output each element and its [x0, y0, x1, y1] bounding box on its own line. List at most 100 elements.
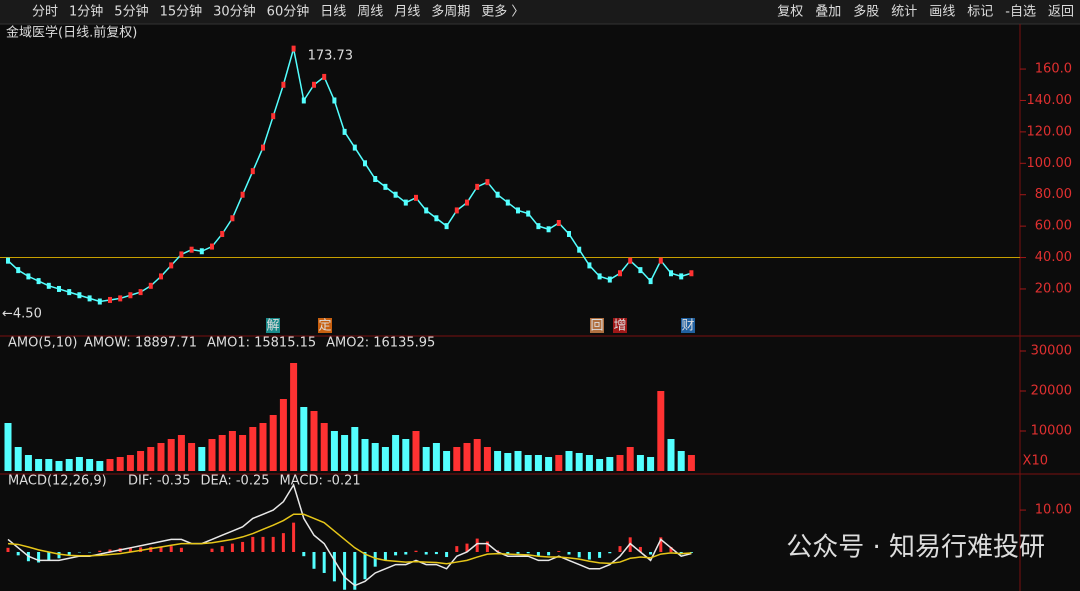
volume-bar — [65, 459, 73, 471]
macd-bar — [128, 547, 132, 552]
volume-bar — [555, 455, 563, 471]
toolbar-button[interactable]: 多股 — [853, 4, 879, 20]
candle — [281, 81, 286, 88]
macd-bar — [587, 552, 591, 560]
watermark: 公众号 · 知易行难投研 — [786, 533, 1045, 563]
candle — [414, 194, 418, 201]
toolbar-button[interactable]: 标记 — [967, 5, 993, 20]
volume-bar — [687, 455, 695, 471]
volume-bar — [106, 459, 114, 471]
panel-title: MACD(12,26,9) — [8, 474, 107, 489]
event-marker[interactable]: 增 — [613, 319, 626, 334]
candle — [210, 243, 214, 250]
candle — [689, 270, 694, 277]
macd-bar — [536, 552, 540, 557]
volume-bar — [147, 447, 155, 471]
candle — [607, 276, 612, 283]
event-marker[interactable]: 财 — [681, 319, 694, 334]
candle — [383, 183, 388, 190]
macd-bar — [383, 552, 387, 561]
volume-bar — [341, 435, 349, 471]
toolbar-button[interactable]: 分时 — [32, 5, 58, 20]
low-label: ←4.50 — [2, 307, 42, 322]
volume-bar — [116, 457, 124, 471]
macd-bar — [659, 537, 663, 552]
y-tick-label: 10000 — [1031, 424, 1072, 439]
toolbar-button[interactable]: 月线 — [394, 5, 420, 20]
candle — [618, 270, 622, 277]
toolbar-button[interactable]: 1分钟 — [69, 4, 103, 20]
macd-bar — [322, 552, 326, 573]
candle — [322, 73, 327, 80]
candle — [240, 191, 245, 198]
volume-bar — [483, 447, 491, 471]
toolbar-button[interactable]: 统计 — [891, 5, 917, 20]
macd-bar — [98, 550, 102, 552]
candle — [352, 144, 357, 151]
macd-bar — [241, 541, 245, 552]
legend-entry: AMO1: 15815.15 — [207, 336, 316, 351]
volume-bar — [361, 439, 369, 471]
volume-bar — [24, 455, 32, 471]
candle — [526, 210, 531, 217]
macd-bar — [353, 552, 357, 590]
candle — [434, 215, 439, 222]
macd-bar — [638, 546, 642, 552]
toolbar-button[interactable]: 60分钟 — [267, 4, 310, 20]
macd-bar — [516, 552, 520, 554]
volume-bar — [504, 453, 512, 471]
candle — [261, 144, 265, 151]
macd-bar — [608, 552, 612, 554]
toolbar-button[interactable]: 画线 — [929, 5, 955, 20]
candle — [6, 257, 10, 264]
event-marker[interactable]: 解 — [266, 319, 279, 334]
macd-bar — [475, 538, 479, 552]
volume-bar — [4, 423, 12, 471]
toolbar-button[interactable]: 复权 — [777, 4, 803, 20]
toolbar-button[interactable]: 多周期 — [431, 4, 470, 20]
toolbar-button[interactable]: 30分钟 — [213, 4, 256, 20]
macd-bar — [37, 552, 41, 563]
macd-bar — [394, 552, 398, 556]
volume-bar — [402, 439, 410, 471]
candle — [393, 191, 398, 198]
macd-bar — [312, 552, 316, 569]
toolbar-button[interactable]: 周线 — [357, 5, 383, 20]
candle — [536, 223, 541, 230]
toolbar-button[interactable]: 日线 — [320, 5, 346, 20]
candle — [567, 230, 571, 237]
toolbar-button[interactable]: 叠加 — [815, 5, 841, 20]
macd-bar — [261, 536, 265, 552]
toolbar-button[interactable]: 返回 — [1048, 5, 1074, 20]
volume-bar — [157, 443, 165, 471]
event-marker[interactable]: 回 — [590, 319, 603, 334]
y-tick-label: 10.00 — [1035, 503, 1072, 518]
macd-bar — [57, 552, 61, 559]
y-tick-label: 80.00 — [1035, 187, 1072, 202]
macd-bar — [292, 522, 296, 552]
toolbar-button[interactable]: 5分钟 — [114, 4, 148, 20]
volume-bar — [177, 435, 185, 471]
toolbar-button[interactable]: 15分钟 — [160, 4, 203, 20]
candle — [189, 246, 194, 253]
toolbar-button[interactable]: 更多 〉 — [481, 4, 524, 20]
macd-bar — [649, 552, 653, 555]
candle — [230, 215, 235, 222]
candle — [220, 230, 225, 237]
volume-bar — [198, 447, 206, 471]
volume-bar — [228, 431, 236, 471]
candle — [179, 251, 184, 258]
candle — [485, 179, 490, 186]
legend-entry: DEA: -0.25 — [200, 474, 269, 489]
volume-bar — [269, 415, 277, 471]
volume-bar — [606, 457, 614, 471]
toolbar-button[interactable]: -自选 — [1005, 5, 1036, 20]
legend-entry: AMOW: 18897.71 — [84, 336, 197, 351]
volume-bar — [534, 455, 542, 471]
candle — [475, 183, 480, 190]
event-marker[interactable]: 定 — [318, 319, 331, 334]
macd-bar — [6, 547, 10, 552]
macd-bar — [547, 552, 551, 556]
volume-bar — [249, 427, 257, 471]
volume-bar — [14, 447, 22, 471]
